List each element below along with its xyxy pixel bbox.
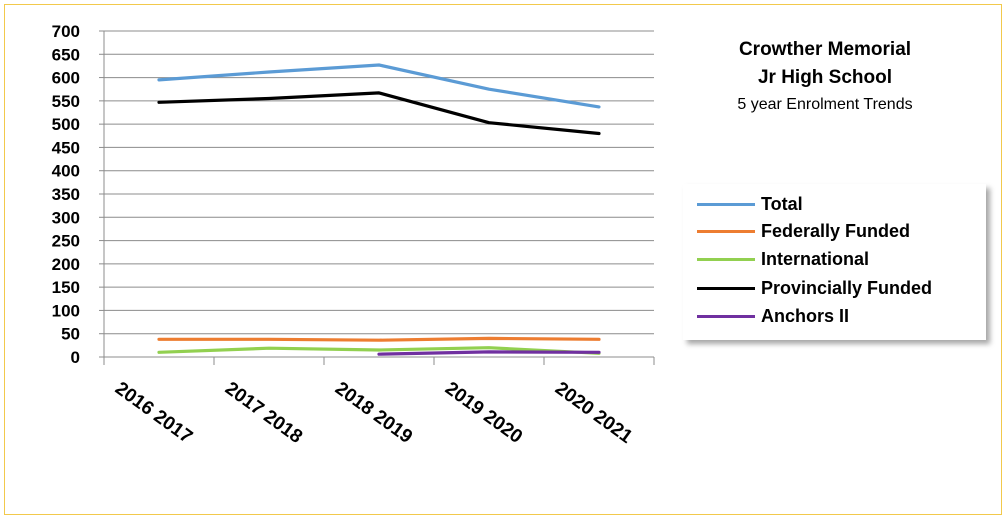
y-tick-label-500: 500 (52, 115, 80, 134)
chart-title-line-2: Jr High School (757, 67, 893, 88)
chart-title-block: Crowther Memorial Jr High School 5 year … (700, 36, 950, 118)
y-tick-label-700: 700 (52, 22, 80, 41)
x-tick-label-2018-2019: 2018 2019 (331, 378, 416, 448)
legend-item-anchors-ii: Anchors II (697, 304, 849, 328)
legend-swatch-anchors-ii (697, 314, 755, 318)
legend-swatch-provincially-funded (697, 286, 755, 290)
x-tick-label-2020-2021: 2020 2021 (551, 378, 636, 448)
series-lines (157, 63, 601, 356)
legend-label-federally-funded: Federally Funded (761, 220, 911, 241)
legend: Total Federally Funded International Pro… (683, 184, 986, 340)
legend-swatch-international (697, 257, 755, 261)
y-tick-label-150: 150 (52, 278, 80, 297)
legend-swatch-total (697, 202, 755, 206)
x-tick-label-2019-2020: 2019 2020 (441, 378, 526, 448)
x-tick-labels: 2016 2017 2017 2018 2018 2019 2019 2020 2020… (111, 378, 636, 448)
legend-item-total: Total (697, 192, 803, 216)
y-tick-label-400: 400 (52, 162, 80, 181)
y-tick-label-550: 550 (52, 92, 80, 111)
y-tick-label-650: 650 (52, 45, 80, 64)
chart-subtitle: 5 year Enrolment Trends (737, 96, 913, 113)
legend-item-provincially-funded: Provincially Funded (697, 276, 932, 300)
legend-label-total: Total (761, 193, 803, 214)
x-tick-label-2016-2017: 2016 2017 (111, 378, 196, 448)
legend-label-anchors-ii: Anchors II (761, 305, 850, 326)
y-tick-labels: 0 50 100 150 200 250 300 350 400 450 500 550 600 650 7… (52, 22, 80, 367)
y-tick-label-100: 100 (52, 301, 80, 320)
series-line-total (157, 63, 601, 109)
legend-item-international: International (697, 247, 869, 271)
axes (99, 30, 655, 365)
legend-label-provincially-funded: Provincially Funded (761, 277, 933, 298)
y-tick-label-200: 200 (52, 255, 80, 274)
y-tick-label-50: 50 (61, 325, 80, 344)
series-line-federally-funded (157, 336, 601, 342)
y-tick-label-300: 300 (52, 208, 80, 227)
y-tick-label-350: 350 (52, 185, 80, 204)
x-tick-label-2017-2018: 2017 2018 (221, 378, 306, 448)
legend-swatch-federally-funded (697, 229, 755, 233)
y-tick-label-0: 0 (71, 348, 80, 367)
y-tick-label-600: 600 (52, 69, 80, 88)
series-line-provincially-funded (157, 91, 601, 136)
y-tick-label-450: 450 (52, 138, 80, 157)
chart-title-line-1: Crowther Memorial (738, 39, 912, 60)
series-line-anchors-ii (377, 350, 601, 356)
legend-label-international: International (761, 248, 870, 269)
legend-item-federally-funded: Federally Funded (697, 219, 910, 243)
series-line-international (157, 346, 601, 355)
gridlines (104, 30, 654, 335)
y-tick-label-250: 250 (52, 232, 80, 251)
